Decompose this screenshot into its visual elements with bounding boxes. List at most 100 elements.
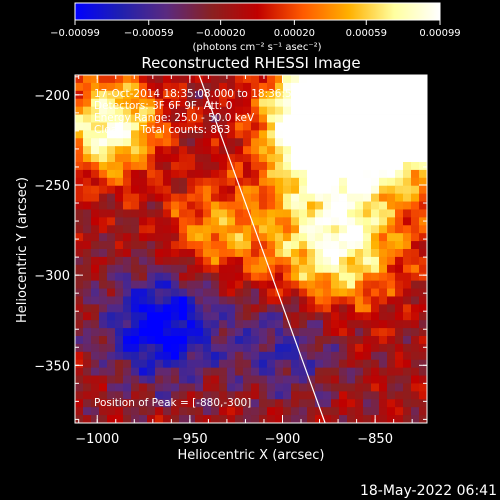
heatmap-cell [259, 233, 268, 242]
heatmap-cell [339, 90, 348, 100]
heatmap-cell [211, 407, 220, 416]
heatmap-cell [211, 343, 220, 353]
heatmap-cell [331, 154, 340, 163]
heatmap-cell [419, 98, 427, 108]
heatmap-cell [251, 82, 260, 92]
heatmap-cell [379, 359, 388, 369]
heatmap-cell [83, 154, 92, 163]
heatmap-cell [291, 249, 300, 258]
heatmap-cell [347, 399, 356, 408]
heatmap-cell [275, 328, 284, 337]
heatmap-cell [203, 138, 212, 147]
heatmap-cell [331, 114, 340, 123]
heatmap-cell [355, 146, 364, 155]
heatmap-cell [347, 225, 356, 234]
heatmap-cell [291, 256, 300, 266]
heatmap-cell [147, 320, 156, 329]
heatmap-cell [315, 304, 324, 313]
heatmap-cell [115, 130, 124, 139]
heatmap-cell [147, 383, 156, 392]
heatmap-cell [363, 367, 372, 376]
heatmap-cell [299, 328, 308, 337]
heatmap-cell [395, 367, 404, 376]
heatmap-cell [347, 256, 356, 266]
heatmap-cell [123, 177, 132, 187]
heatmap-cell [371, 399, 380, 408]
heatmap-cell [179, 399, 188, 408]
heatmap-cell [179, 233, 188, 242]
heatmap-cell [123, 407, 132, 416]
heatmap-cell [243, 375, 252, 384]
heatmap-cell [235, 201, 244, 210]
heatmap-cell [235, 328, 244, 337]
heatmap-cell [99, 233, 108, 242]
heatmap-cell [299, 320, 308, 329]
heatmap-cell [267, 343, 276, 353]
heatmap-cell [355, 185, 364, 195]
heatmap-cell [275, 90, 284, 100]
heatmap-cell [227, 162, 236, 171]
heatmap-cell [371, 217, 380, 226]
heatmap-cell [411, 177, 420, 187]
heatmap-cell [235, 114, 244, 123]
heatmap-cell [227, 217, 236, 226]
heatmap-cell [243, 249, 252, 258]
heatmap-cell [187, 383, 196, 392]
heatmap-cell [323, 367, 332, 376]
heatmap-cell [283, 90, 292, 100]
heatmap-cell [347, 75, 356, 84]
heatmap-cell [363, 138, 372, 147]
heatmap-cell [115, 146, 124, 155]
heatmap-cell [187, 114, 196, 123]
heatmap-cell [355, 280, 364, 289]
heatmap-cell [243, 320, 252, 329]
heatmap-cell [163, 375, 172, 384]
heatmap-cell [267, 280, 276, 289]
heatmap-cell [315, 177, 324, 187]
colorbar-tick-label: −0.00059 [124, 28, 174, 39]
heatmap-cell [299, 264, 308, 274]
heatmap-cell [275, 264, 284, 274]
heatmap-cell [331, 217, 340, 226]
heatmap-cell [179, 130, 188, 139]
heatmap-cell [131, 209, 140, 218]
heatmap-cell [219, 201, 228, 210]
heatmap-cell [219, 328, 228, 337]
heatmap-cell [163, 138, 172, 147]
heatmap-cell [291, 312, 300, 321]
heatmap-cell [355, 162, 364, 171]
heatmap-cell [251, 367, 260, 376]
heatmap-cell [195, 367, 204, 376]
heatmap-cell [195, 296, 204, 305]
heatmap-cell [299, 399, 308, 408]
heatmap-cell [171, 328, 180, 337]
heatmap-cell [283, 201, 292, 210]
heatmap-cell [131, 312, 140, 321]
heatmap-cell [363, 359, 372, 369]
heatmap-cell [323, 256, 332, 266]
heatmap-cell [299, 193, 308, 202]
heatmap-cell [299, 185, 308, 195]
heatmap-cell [307, 106, 316, 115]
heatmap-cell [283, 375, 292, 384]
heatmap-cell [203, 336, 212, 345]
heatmap-cell [163, 225, 172, 234]
heatmap-cell [123, 241, 132, 250]
heatmap-cell [347, 249, 356, 258]
heatmap-cell [147, 154, 156, 163]
heatmap-cell [99, 304, 108, 313]
heatmap-cell [299, 82, 308, 92]
heatmap-cell [403, 336, 412, 345]
heatmap-cell [139, 233, 148, 242]
heatmap-cell [243, 193, 252, 202]
heatmap-cell [419, 359, 427, 369]
heatmap-cell [387, 399, 396, 408]
heatmap-cell [179, 138, 188, 147]
heatmap-cell [179, 146, 188, 155]
heatmap-cell [171, 154, 180, 163]
heatmap-cell [299, 415, 308, 423]
heatmap-cell [147, 201, 156, 210]
heatmap-cell [339, 241, 348, 250]
heatmap-cell [387, 249, 396, 258]
heatmap-cell [227, 82, 236, 92]
